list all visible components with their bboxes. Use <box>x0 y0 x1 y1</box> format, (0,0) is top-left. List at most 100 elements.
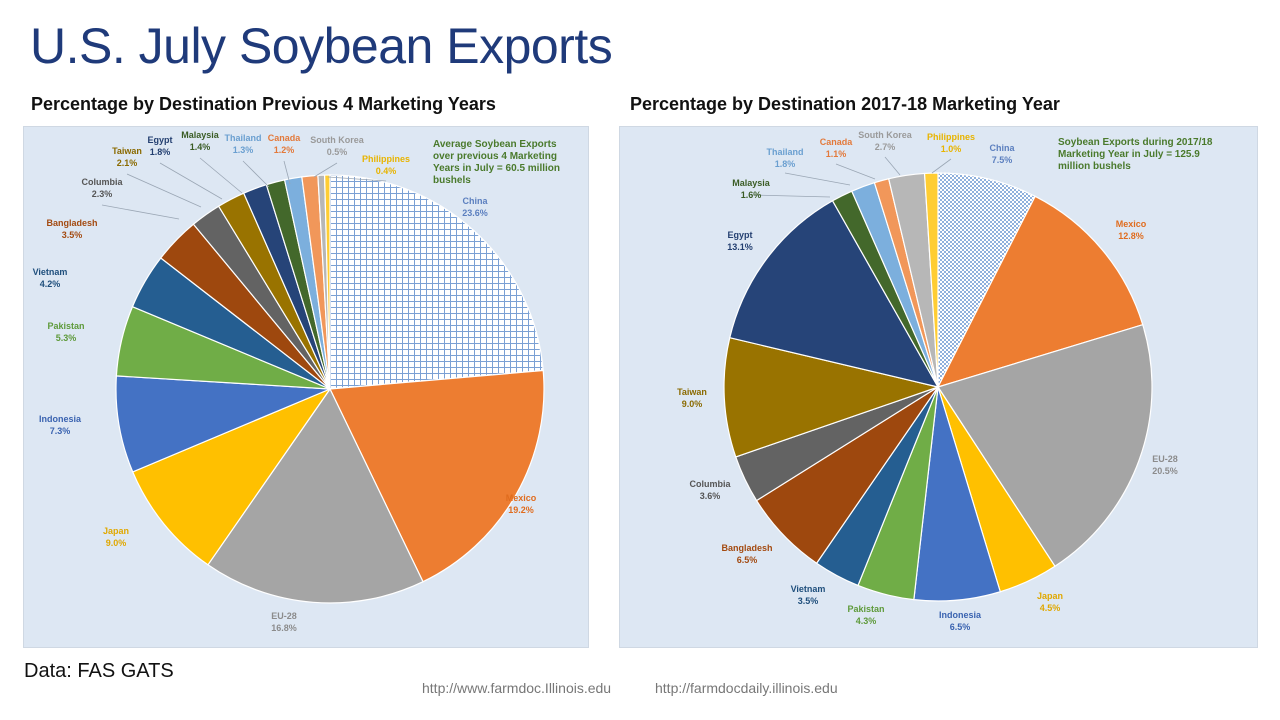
prev4-label-taiwan: Taiwan 2.1% <box>112 146 142 168</box>
my1718-slice-mexico <box>936 195 1144 388</box>
footer-url-farmdocdaily[interactable]: http://farmdocdaily.illinois.edu <box>655 680 838 696</box>
prev4-label-value-vietnam: 4.2% <box>40 279 61 289</box>
my1718-label-value-pakistan: 4.3% <box>856 616 877 626</box>
prev4-label-china: China 23.6% <box>462 196 488 218</box>
my1718-label-south-korea: South Korea 2.7% <box>858 130 912 152</box>
prev4-label-value-taiwan: 2.1% <box>117 158 138 168</box>
my1718-label-malaysia: Malaysia 1.6% <box>732 178 771 200</box>
left-chart-title: Percentage by Destination Previous 4 Mar… <box>31 94 496 114</box>
my1718-label-china: China 7.5% <box>989 143 1015 165</box>
my1718-label-name-china: China <box>989 143 1015 153</box>
prev4-label-name-pakistan: Pakistan <box>47 321 84 331</box>
prev4-label-canada: Canada 1.2% <box>268 133 302 155</box>
prev4-label-vietnam: Vietnam 4.2% <box>33 267 68 289</box>
prev4-label-value-south-korea: 0.5% <box>327 147 348 157</box>
my1718-label-value-mexico: 12.8% <box>1118 231 1144 241</box>
prev4-annotation: Average Soybean Exports over previous 4 M… <box>433 139 560 186</box>
prev4-label-value-eu-28: 16.8% <box>271 623 297 633</box>
prev4-slice-indonesia <box>115 375 331 473</box>
my1718-slice-china <box>937 172 1036 388</box>
my1718-label-name-columbia: Columbia <box>689 479 731 489</box>
my1718-leader-philippines <box>931 158 952 174</box>
prev4-label-value-philippines: 0.4% <box>376 166 397 176</box>
my1718-label-mexico: Mexico 12.8% <box>1116 219 1147 241</box>
my1718-label-value-vietnam: 3.5% <box>798 596 819 606</box>
my1718-slice-taiwan <box>723 336 941 458</box>
my1718-label-name-indonesia: Indonesia <box>939 610 982 620</box>
prev4-label-columbia: Columbia 2.3% <box>81 177 123 199</box>
prev4-label-name-canada: Canada <box>268 133 302 143</box>
my1718-label-value-columbia: 3.6% <box>700 491 721 501</box>
prev4-label-value-japan: 9.0% <box>106 538 127 548</box>
my1718-label-egypt: Egypt 13.1% <box>727 230 753 252</box>
my1718-label-value-taiwan: 9.0% <box>682 399 703 409</box>
my1718-label-philippines: Philippines 1.0% <box>927 132 975 154</box>
prev4-label-name-malaysia: Malaysia <box>181 130 220 140</box>
prev4-slice-philippines <box>324 174 331 390</box>
my1718-slice-egypt <box>729 199 940 388</box>
my1718-label-name-malaysia: Malaysia <box>732 178 771 188</box>
my1718-label-name-taiwan: Taiwan <box>677 387 707 397</box>
my1718-label-name-japan: Japan <box>1037 591 1063 601</box>
my1718-label-bangladesh: Bangladesh 6.5% <box>721 543 772 565</box>
prev4-label-malaysia: Malaysia 1.4% <box>181 130 220 152</box>
my1718-label-value-egypt: 13.1% <box>727 242 753 252</box>
my1718-label-value-malaysia: 1.6% <box>741 190 762 200</box>
my1718-leader-south-korea <box>884 156 901 176</box>
my1718-label-value-china: 7.5% <box>992 155 1013 165</box>
my1718-label-value-indonesia: 6.5% <box>950 622 971 632</box>
left-chart-panel: China 23.6% Mexico 19.2% EU-28 16.8% Japan 9.0%… <box>23 126 589 648</box>
prev4-slice-mexico <box>329 369 545 583</box>
prev4-slice-china <box>329 174 544 390</box>
my1718-label-value-thailand: 1.8% <box>775 159 796 169</box>
my1718-label-name-vietnam: Vietnam <box>791 584 826 594</box>
left-pie-chart: China 23.6% Mexico 19.2% EU-28 16.8% Japan 9.0%… <box>33 130 560 633</box>
prev4-label-name-thailand: Thailand <box>224 133 261 143</box>
prev4-leader-egypt <box>159 162 223 200</box>
my1718-label-value-japan: 4.5% <box>1040 603 1061 613</box>
prev4-slice-japan <box>131 387 332 566</box>
prev4-label-value-malaysia: 1.4% <box>190 142 211 152</box>
prev4-label-name-japan: Japan <box>103 526 129 536</box>
my1718-label-name-pakistan: Pakistan <box>847 604 884 614</box>
my1718-label-value-south-korea: 2.7% <box>875 142 896 152</box>
right-chart-panel: China 7.5% Mexico 12.8% EU-28 20.5% Japan 4.5% I… <box>619 126 1258 648</box>
prev4-leader-taiwan <box>126 173 202 208</box>
prev4-leader-columbia <box>101 204 180 220</box>
prev4-label-japan: Japan 9.0% <box>103 526 129 548</box>
right-pie-chart: China 7.5% Mexico 12.8% EU-28 20.5% Japan 4.5% I… <box>677 130 1213 632</box>
my1718-label-japan: Japan 4.5% <box>1037 591 1063 613</box>
my1718-label-indonesia: Indonesia 6.5% <box>939 610 982 632</box>
my1718-label-vietnam: Vietnam 3.5% <box>791 584 826 606</box>
my1718-label-value-bangladesh: 6.5% <box>737 555 758 565</box>
my1718-slice-eu-28 <box>937 323 1153 568</box>
my1718-label-thailand: Thailand 1.8% <box>766 147 803 169</box>
my1718-label-canada: Canada 1.1% <box>820 137 854 159</box>
prev4-label-value-mexico: 19.2% <box>508 505 534 515</box>
prev4-label-value-columbia: 2.3% <box>92 189 113 199</box>
prev4-label-name-china: China <box>462 196 488 206</box>
prev4-leader-philippines <box>327 176 387 182</box>
prev4-label-value-pakistan: 5.3% <box>56 333 77 343</box>
prev4-label-name-taiwan: Taiwan <box>112 146 142 156</box>
my1718-label-value-canada: 1.1% <box>826 149 847 159</box>
my1718-label-name-eu-28: EU-28 <box>1152 454 1178 464</box>
my1718-label-value-philippines: 1.0% <box>941 144 962 154</box>
my1718-label-name-canada: Canada <box>820 137 854 147</box>
my1718-label-columbia: Columbia 3.6% <box>689 479 731 501</box>
prev4-label-value-egypt: 1.8% <box>150 147 171 157</box>
my1718-leader-canada <box>835 163 876 180</box>
footer-url-farmdoc[interactable]: http://www.farmdoc.Illinois.edu <box>422 680 612 696</box>
data-source-note: Data: FAS GATS <box>24 660 174 682</box>
my1718-label-pakistan: Pakistan 4.3% <box>847 604 884 626</box>
prev4-label-name-vietnam: Vietnam <box>33 267 68 277</box>
prev4-label-value-indonesia: 7.3% <box>50 426 71 436</box>
prev4-leader-malaysia <box>199 157 243 194</box>
my1718-label-name-philippines: Philippines <box>927 132 975 142</box>
prev4-label-value-thailand: 1.3% <box>233 145 254 155</box>
my1718-leader-thailand <box>784 172 851 186</box>
prev4-label-name-eu-28: EU-28 <box>271 611 297 621</box>
prev4-label-pakistan: Pakistan 5.3% <box>47 321 84 343</box>
my1718-annotation: Soybean Exports during 2017/18 Marketing … <box>1058 137 1213 172</box>
my1718-label-name-bangladesh: Bangladesh <box>721 543 772 553</box>
